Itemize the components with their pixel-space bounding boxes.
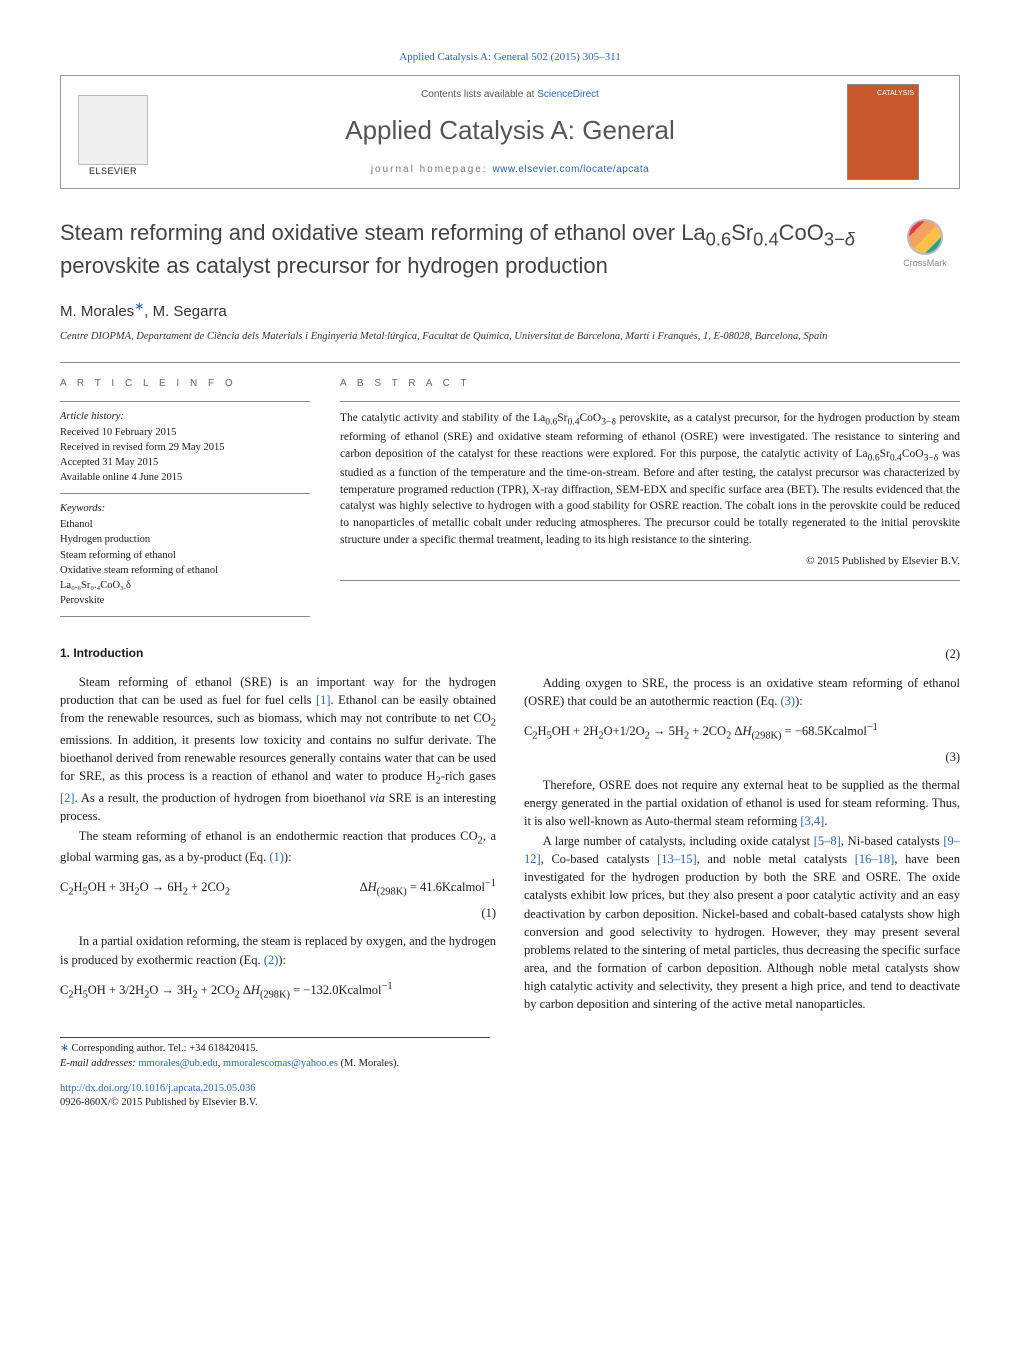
issn-copyright: 0926-860X/© 2015 Published by Elsevier B… — [60, 1097, 258, 1108]
journal-homepage-link[interactable]: www.elsevier.com/locate/apcata — [492, 164, 649, 175]
equation-1: C2H5OH + 3H2O → 6H2 + 2CO2 ΔH(298K) = 41… — [60, 876, 496, 900]
rule — [60, 616, 310, 617]
rule — [340, 401, 960, 402]
contents-lists-line: Contents lists available at ScienceDirec… — [173, 88, 847, 102]
keywords-label: Keywords: — [60, 502, 310, 517]
history-online: Available online 4 June 2015 — [60, 470, 310, 485]
keyword: Oxidative steam reforming of ethanol — [60, 563, 310, 578]
affiliation: Centre DIOPMA, Departament de Ciència de… — [60, 330, 960, 344]
rule — [60, 401, 310, 402]
journal-title: Applied Catalysis A: General — [173, 112, 847, 148]
article-body: 1. Introduction Steam reforming of ethan… — [60, 645, 960, 1013]
footnotes: ∗ Corresponding author. Tel.: +34 618420… — [60, 1037, 490, 1071]
article-info-heading: a r t i c l e i n f o — [60, 377, 310, 391]
section-heading-introduction: 1. Introduction — [60, 645, 496, 662]
crossmark-badge[interactable]: CrossMark — [890, 219, 960, 270]
doi-link[interactable]: http://dx.doi.org/10.1016/j.apcata.2015.… — [60, 1083, 256, 1094]
keyword: Hydrogen production — [60, 532, 310, 547]
email-addresses: E-mail addresses: mmorales@ub.edu, mmora… — [60, 1057, 490, 1072]
elsevier-label: ELSEVIER — [89, 165, 137, 178]
elsevier-logo: ELSEVIER — [73, 87, 153, 177]
article-title: Steam reforming and oxidative steam refo… — [60, 219, 890, 280]
body-paragraph: The steam reforming of ethanol is an end… — [60, 827, 496, 867]
keyword: Perovskite — [60, 593, 310, 608]
journal-homepage-line: journal homepage: www.elsevier.com/locat… — [173, 163, 847, 177]
authors: M. Morales∗, M. Segarra — [60, 298, 960, 322]
body-paragraph: Adding oxygen to SRE, the process is an … — [524, 674, 960, 710]
abstract-heading: a b s t r a c t — [340, 377, 960, 391]
equation-2-number: (2) — [524, 645, 960, 663]
rule — [60, 493, 310, 494]
crossmark-label: CrossMark — [903, 257, 947, 270]
elsevier-tree-icon — [78, 95, 148, 165]
rule — [340, 580, 960, 581]
history-received: Received 10 February 2015 — [60, 425, 310, 440]
doi-block: http://dx.doi.org/10.1016/j.apcata.2015.… — [60, 1082, 960, 1111]
abstract-copyright: © 2015 Published by Elsevier B.V. — [340, 554, 960, 569]
article-history-label: Article history: — [60, 410, 310, 425]
crossmark-icon — [907, 219, 943, 255]
body-paragraph: Steam reforming of ethanol (SRE) is an i… — [60, 673, 496, 825]
corresponding-author-note: ∗ Corresponding author. Tel.: +34 618420… — [60, 1042, 490, 1057]
journal-reference: Applied Catalysis A: General 502 (2015) … — [60, 50, 960, 65]
equation-2: C2H5OH + 3/2H2O → 3H2 + 2CO2 ΔH(298K) = … — [60, 979, 496, 1003]
keyword: La₀.₆Sr₀.₄CoO₃₋δ — [60, 578, 310, 593]
equation-3-number: (3) — [524, 748, 960, 766]
article-info-block: a r t i c l e i n f o Article history: R… — [60, 377, 310, 626]
body-paragraph: In a partial oxidation reforming, the st… — [60, 932, 496, 968]
keyword: Ethanol — [60, 517, 310, 532]
sciencedirect-link[interactable]: ScienceDirect — [537, 89, 599, 100]
abstract-text: The catalytic activity and stability of … — [340, 410, 960, 548]
keyword: Steam reforming of ethanol — [60, 548, 310, 563]
journal-header: ELSEVIER Contents lists available at Sci… — [60, 75, 960, 189]
equation-3: C2H5OH + 2H2O+1/2O2 → 5H2 + 2CO2 ΔH(298K… — [524, 720, 960, 744]
equation-1-number: (1) — [60, 904, 496, 922]
journal-reference-link[interactable]: Applied Catalysis A: General 502 (2015) … — [399, 51, 620, 63]
body-paragraph: A large number of catalysts, including o… — [524, 832, 960, 1013]
abstract-block: a b s t r a c t The catalytic activity a… — [340, 377, 960, 626]
history-revised: Received in revised form 29 May 2015 — [60, 440, 310, 455]
journal-cover-thumbnail: CATALYSIS — [847, 84, 919, 180]
history-accepted: Accepted 31 May 2015 — [60, 455, 310, 470]
body-paragraph: Therefore, OSRE does not require any ext… — [524, 776, 960, 830]
